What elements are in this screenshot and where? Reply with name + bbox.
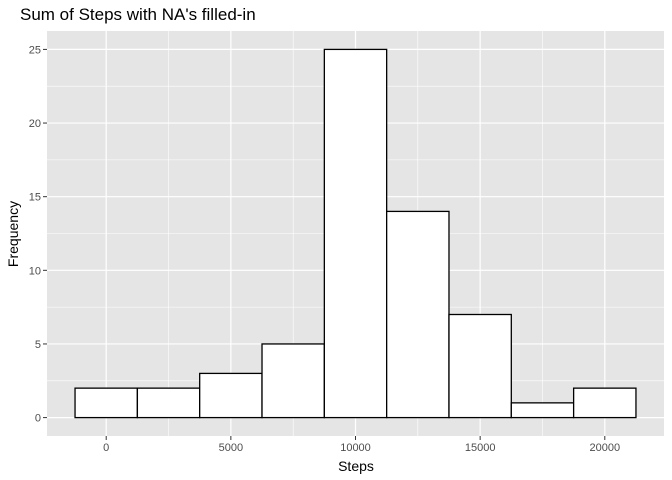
histogram-bar-3 (199, 372, 263, 419)
y-tick-label: 5 (35, 339, 41, 351)
chart-title: Sum of Steps with NA's filled-in (20, 5, 256, 24)
x-tick-label: 5000 (219, 442, 243, 454)
y-tick-label: 0 (35, 413, 41, 425)
y-tick-label: 15 (29, 192, 41, 204)
x-tick-label: 15000 (465, 442, 496, 454)
y-tick-label: 25 (29, 44, 41, 56)
x-axis-label: Steps (338, 458, 374, 474)
y-tick-label: 20 (29, 118, 41, 130)
histogram-bar-1 (74, 387, 139, 419)
histogram-bar-2 (136, 387, 201, 419)
x-axis: 0 5000 10000 15000 20000 (103, 436, 620, 454)
y-axis: 0 5 10 15 20 25 (29, 44, 47, 425)
histogram-bars (74, 48, 637, 419)
histogram-bar-6 (386, 210, 450, 419)
x-tick-label: 0 (103, 442, 109, 454)
histogram-bar-8 (510, 402, 575, 419)
x-tick-label: 10000 (340, 442, 371, 454)
histogram-bar-5 (323, 48, 388, 419)
histogram-bar-9 (572, 387, 637, 419)
x-tick-label: 20000 (589, 442, 620, 454)
histogram-bar-4 (261, 343, 325, 419)
y-tick-label: 10 (29, 265, 41, 277)
histogram-bar-7 (448, 313, 512, 419)
y-axis-label: Frequency (5, 201, 21, 267)
